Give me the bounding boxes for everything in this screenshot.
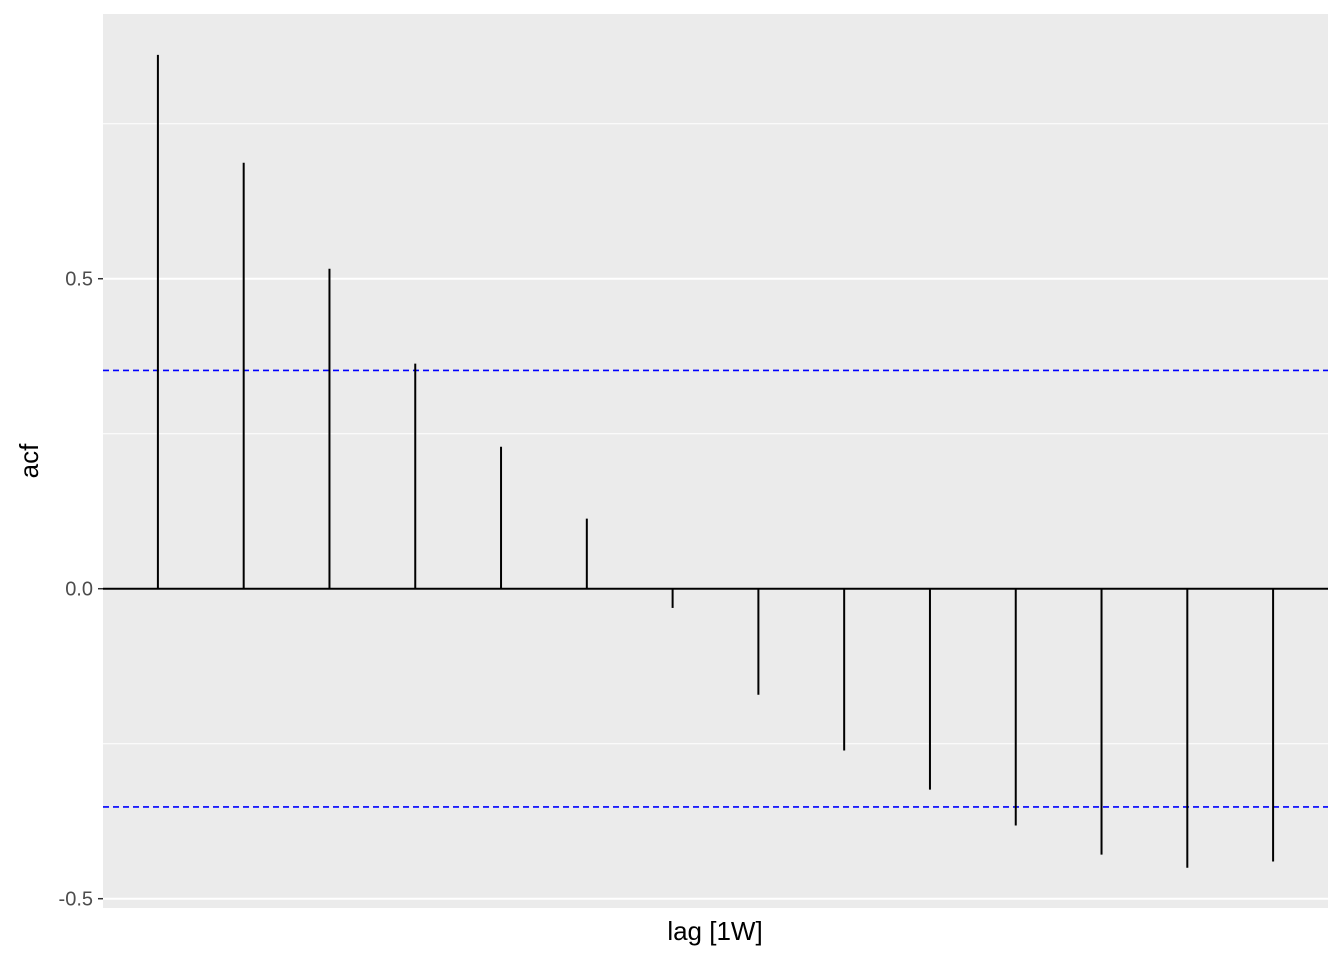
x-axis-label: lag [1W] xyxy=(667,916,762,946)
y-axis-label: acf xyxy=(14,443,44,478)
y-tick-label: -0.5 xyxy=(59,889,93,911)
y-tick-label: 0.0 xyxy=(65,579,93,601)
plot-panel xyxy=(103,14,1328,908)
y-tick-label: 0.5 xyxy=(65,269,93,291)
